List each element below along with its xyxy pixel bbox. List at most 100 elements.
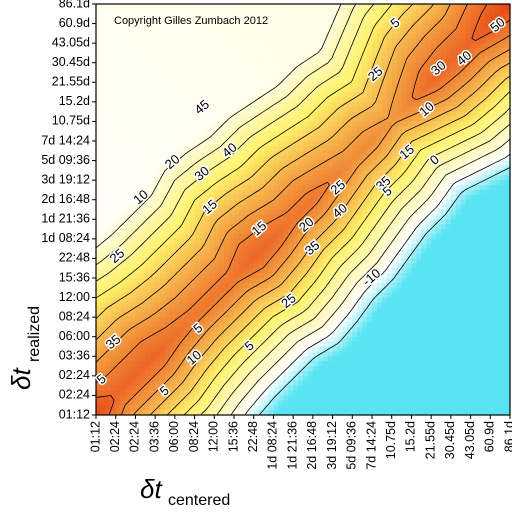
heat-cell — [347, 229, 353, 235]
heat-cell — [224, 243, 230, 250]
heat-cell — [258, 62, 265, 69]
heat-cell — [352, 141, 358, 147]
heat-cell — [357, 101, 363, 108]
heat-cell — [372, 258, 378, 264]
heat-cell — [367, 341, 373, 347]
heat-cell — [199, 92, 205, 98]
heat-cell — [303, 204, 309, 210]
heat-cell — [342, 307, 348, 313]
heat-cell — [130, 87, 136, 93]
heat-cell — [214, 43, 220, 49]
heat-cell — [204, 121, 210, 127]
heat-cell — [381, 297, 388, 303]
heat-cell — [135, 145, 141, 152]
heat-cell — [238, 185, 245, 191]
heat-cell — [362, 317, 368, 323]
heat-cell — [209, 57, 215, 64]
heat-cell — [303, 385, 309, 392]
heat-cell — [224, 263, 230, 269]
heat-cell — [317, 96, 324, 103]
heat-cell — [376, 395, 383, 401]
heat-cell — [130, 366, 136, 372]
heat-cell — [253, 268, 260, 274]
heat-cell — [303, 101, 309, 108]
heat-cell — [199, 170, 205, 176]
heat-cell — [140, 224, 146, 230]
heat-cell — [243, 141, 250, 147]
heat-cell — [214, 292, 220, 299]
heat-cell — [219, 96, 225, 103]
heat-cell — [283, 165, 289, 171]
heat-cell — [155, 351, 161, 357]
heat-cell — [357, 136, 363, 142]
heat-cell — [189, 361, 196, 367]
heat-cell — [199, 361, 205, 367]
heat-cell — [381, 185, 388, 191]
heat-cell — [332, 87, 338, 93]
heat-cell — [278, 160, 284, 166]
heat-cell — [130, 375, 136, 382]
heat-cell — [303, 229, 309, 235]
heat-cell — [184, 33, 191, 39]
heat-cell — [184, 136, 191, 142]
heat-cell — [145, 170, 151, 176]
heat-cell — [194, 13, 200, 20]
heat-cell — [347, 43, 353, 49]
heat-cell — [110, 238, 117, 245]
heat-cell — [214, 38, 220, 44]
heat-cell — [115, 175, 122, 181]
heat-cell — [283, 312, 289, 318]
heat-cell — [125, 180, 131, 186]
heat-cell — [332, 317, 338, 323]
heat-cell — [243, 87, 250, 93]
heat-cell — [140, 273, 146, 279]
heat-cell — [342, 18, 348, 25]
heat-cell — [145, 287, 151, 294]
heat-cell — [327, 224, 334, 230]
heat-cell — [243, 317, 250, 323]
heat-cell — [120, 77, 127, 83]
heat-cell — [273, 4, 279, 10]
heat-cell — [184, 302, 191, 308]
heat-cell — [268, 150, 274, 157]
heat-cell — [268, 62, 274, 69]
heat-cell — [120, 204, 127, 210]
heat-cell — [105, 346, 112, 352]
heat-cell — [194, 52, 200, 59]
heat-cell — [189, 410, 196, 416]
heat-cell — [174, 106, 181, 113]
heat-cell — [96, 194, 102, 201]
heat-cell — [120, 38, 127, 44]
heat-cell — [189, 258, 196, 264]
heat-cell — [160, 209, 166, 215]
heat-cell — [347, 38, 353, 44]
heat-cell — [199, 248, 205, 255]
heat-cell — [229, 175, 235, 181]
heat-cell — [347, 346, 353, 352]
heat-cell — [303, 405, 309, 411]
heat-cell — [204, 111, 210, 118]
heat-cell — [199, 77, 205, 83]
heat-cell — [224, 219, 230, 225]
heat-cell — [253, 297, 260, 303]
heat-cell — [283, 48, 289, 54]
heat-cell — [337, 194, 343, 201]
heat-cell — [140, 48, 146, 54]
heat-cell — [169, 204, 176, 210]
heat-cell — [283, 238, 289, 245]
heat-cell — [327, 233, 334, 240]
heat-cell — [224, 141, 230, 147]
heat-cell — [381, 175, 388, 181]
heat-cell — [347, 121, 353, 127]
heat-cell — [209, 287, 215, 294]
heat-cell — [150, 175, 156, 181]
heat-cell — [155, 405, 161, 411]
heat-cell — [150, 336, 156, 343]
heat-cell — [110, 199, 117, 206]
heat-cell — [332, 189, 338, 196]
heat-cell — [219, 48, 225, 54]
heat-cell — [337, 238, 343, 245]
heat-cell — [120, 4, 127, 10]
heat-cell — [120, 194, 127, 201]
heat-cell — [312, 351, 319, 357]
